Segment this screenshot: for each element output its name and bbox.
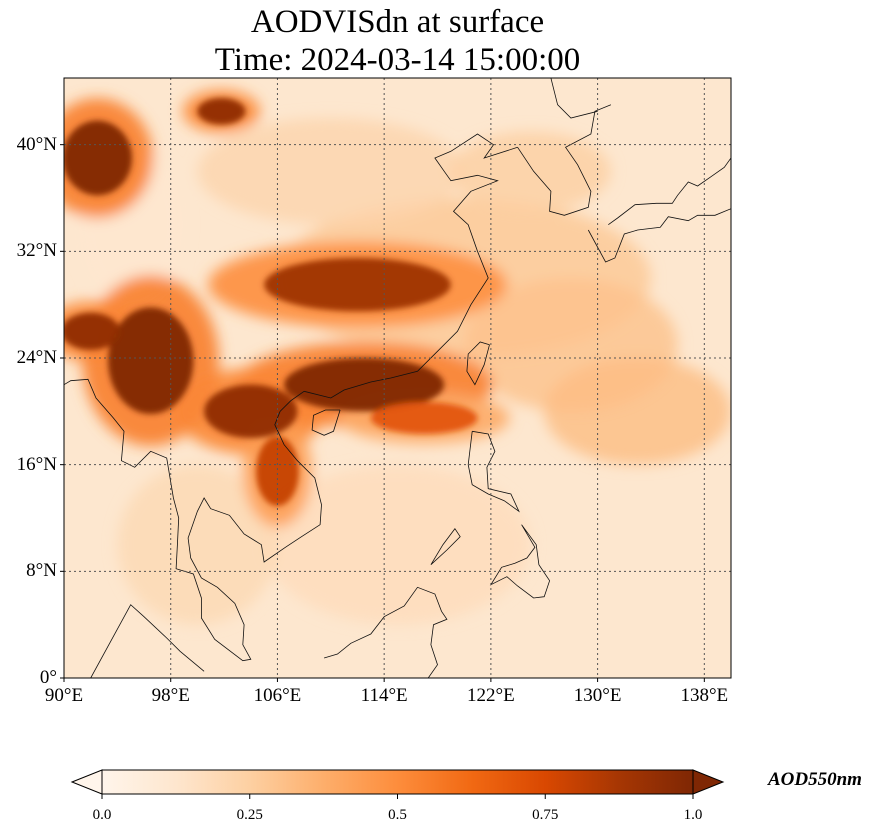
haze-patch	[117, 464, 278, 625]
coastline-segment	[489, 524, 551, 599]
coastline-segment	[587, 208, 731, 263]
coastline-segment	[323, 586, 448, 678]
coastline-segment	[517, 104, 612, 216]
coastline-segment	[466, 341, 490, 386]
lon-label: 122°E	[467, 685, 515, 706]
colorbar-tick-label: 0.75	[532, 807, 559, 823]
lat-label: 40°N	[16, 133, 57, 155]
lon-label: 138°E	[680, 685, 729, 706]
colorbar-max-extend	[692, 769, 725, 795]
haze-patch	[450, 131, 611, 212]
colorbar-min-extend	[70, 769, 103, 795]
aod-map	[60, 77, 732, 682]
colorbar-gradient	[101, 769, 694, 795]
colorbar-tick-label: 0.5	[388, 807, 407, 823]
lat-label: 8°N	[26, 560, 57, 582]
lat-label: 0°	[39, 667, 57, 688]
coastlines	[64, 78, 731, 678]
aod-core	[64, 312, 121, 350]
haze-patch	[264, 464, 531, 625]
aod-field	[64, 90, 731, 625]
axis-ticks	[60, 144, 705, 682]
haze-patch	[544, 358, 731, 465]
map-frame	[63, 77, 732, 679]
colorbar-tick-label: 0.25	[236, 807, 263, 823]
coastline-segment	[90, 604, 205, 678]
aod-core	[64, 120, 133, 196]
colorbar-label: AOD550nm	[768, 769, 862, 790]
aod-core	[204, 384, 298, 439]
lon-label: 114°E	[360, 685, 408, 706]
lat-label: 16°N	[16, 453, 57, 475]
aod-core	[108, 307, 194, 414]
map-subtitle-time: Time: 2024-03-14 15:00:00	[214, 42, 581, 78]
lat-label: 24°N	[16, 347, 57, 368]
colorbar-tick-label: 0.0	[92, 807, 112, 823]
colorbar-tick-label: 1.0	[683, 807, 703, 823]
lon-label: 130°E	[573, 685, 622, 706]
coastline-segment	[467, 430, 520, 513]
coastline-segment	[430, 528, 461, 565]
aod-core	[256, 436, 299, 507]
map-title: AODVISdn at surface	[250, 4, 545, 40]
lon-label: 98°E	[151, 685, 190, 706]
gridlines	[64, 78, 731, 678]
lon-label: 90°E	[44, 685, 84, 706]
coastline-segment	[311, 409, 341, 436]
lat-label: 32°N	[16, 240, 57, 262]
aod-core	[197, 98, 246, 125]
lon-label: 106°E	[253, 685, 302, 706]
coastline-segment	[64, 378, 322, 662]
coastline-segment	[608, 157, 731, 226]
coastline-segment	[550, 78, 598, 119]
aod-core	[370, 402, 478, 434]
aod-core	[264, 258, 451, 312]
aod-core	[284, 358, 445, 412]
coastline-segment	[304, 133, 518, 399]
